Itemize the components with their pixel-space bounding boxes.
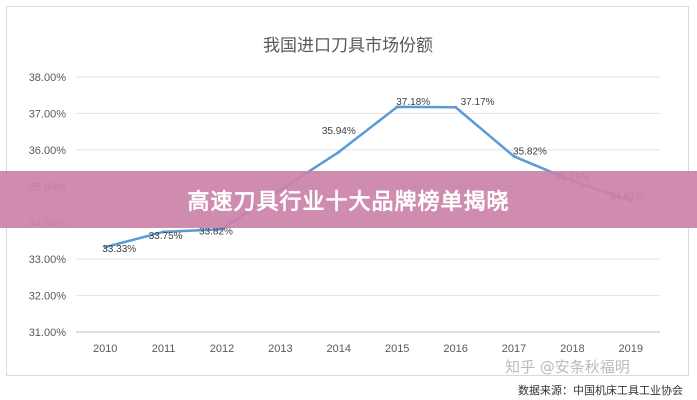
x-tick-label: 2011 [152, 343, 176, 355]
data-label: 37.18% [396, 97, 430, 108]
data-point [337, 150, 341, 154]
watermark: 知乎 @安条秋福明 [505, 358, 630, 376]
y-tick-label: 36.00% [29, 145, 67, 157]
x-tick-label: 2010 [93, 343, 117, 355]
x-tick-label: 2012 [210, 343, 234, 355]
x-tick-label: 2019 [619, 343, 643, 355]
x-tick-label: 2017 [502, 343, 526, 355]
data-label: 33.82% [199, 226, 233, 237]
series-line [104, 105, 632, 249]
x-tick-label: 2018 [560, 343, 584, 355]
x-tick-label: 2015 [385, 343, 409, 355]
headline-text: 高速刀具行业十大品牌榜单揭晓 [187, 189, 510, 215]
y-tick-label: 37.00% [29, 108, 67, 120]
data-label: 37.17% [461, 97, 495, 108]
data-point [103, 245, 107, 249]
y-tick-label: 38.00% [29, 72, 67, 84]
y-tick-label: 32.00% [29, 291, 67, 303]
data-point [512, 154, 516, 158]
x-tick-label: 2014 [327, 343, 351, 355]
data-label: 33.33% [102, 244, 136, 255]
data-point [162, 230, 166, 234]
data-source-note: 数据来源：中国机床工具工业协会 [518, 384, 683, 397]
data-point [454, 105, 458, 109]
data-point [395, 105, 399, 109]
chart-title: 我国进口刀具市场份额 [263, 36, 433, 56]
headline-banner: 高速刀具行业十大品牌榜单揭晓 [0, 171, 697, 228]
x-tick-label: 2013 [268, 343, 292, 355]
x-tick-label: 2016 [443, 343, 467, 355]
y-tick-label: 33.00% [29, 254, 67, 266]
data-label: 35.82% [513, 146, 547, 157]
data-label: 33.75% [149, 231, 183, 242]
y-tick-label: 31.00% [29, 327, 67, 339]
data-label: 35.94% [322, 126, 356, 137]
data-point [220, 227, 224, 231]
